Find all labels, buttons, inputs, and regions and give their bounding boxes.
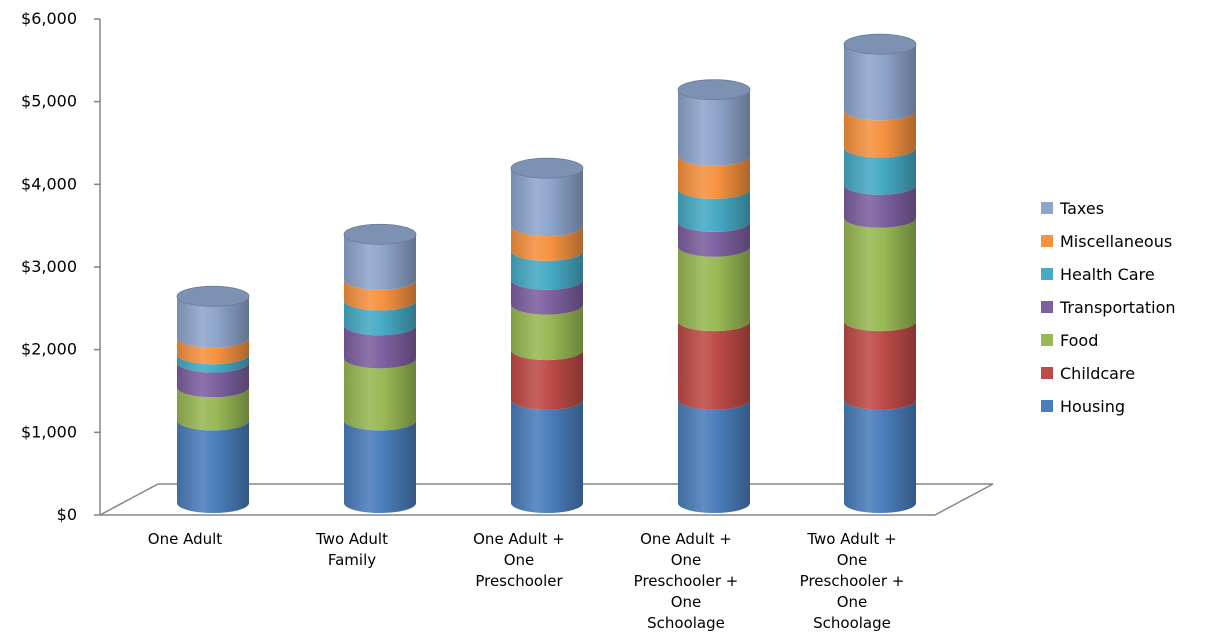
bar-segment-transportation bbox=[511, 279, 583, 315]
bar-segment-food bbox=[344, 358, 416, 431]
legend-label: Miscellaneous bbox=[1060, 232, 1172, 251]
y-tick-label: $6,000 bbox=[21, 9, 77, 28]
y-tick-label: $1,000 bbox=[21, 422, 77, 441]
legend-label: Transportation bbox=[1059, 298, 1176, 317]
bar-stack bbox=[677, 79, 751, 513]
legend-item-taxes: Taxes bbox=[1041, 199, 1104, 218]
bar-segment-food bbox=[511, 304, 583, 361]
bar-stack bbox=[176, 285, 250, 513]
y-tick-label: $4,000 bbox=[21, 174, 77, 193]
legend-swatch bbox=[1041, 268, 1053, 280]
category-label: One Adult + One Preschooler bbox=[473, 530, 565, 590]
bar-segment-housing bbox=[177, 420, 249, 513]
legend-swatch bbox=[1041, 235, 1053, 247]
bar-segment-transportation bbox=[344, 325, 416, 369]
bar-segment-food bbox=[177, 387, 249, 431]
bar-segment-health-care bbox=[344, 300, 416, 336]
legend-label: Health Care bbox=[1060, 265, 1155, 284]
bar-segment-childcare bbox=[844, 321, 916, 410]
bar-segment-housing bbox=[344, 420, 416, 513]
bars-layer bbox=[176, 33, 917, 513]
category-label: One Adult bbox=[148, 530, 223, 548]
legend-label: Childcare bbox=[1060, 364, 1135, 383]
bar-segment-miscellaneous bbox=[844, 110, 916, 158]
bar-stack bbox=[843, 33, 917, 513]
bar-top-cap bbox=[510, 157, 584, 179]
bar-segment-health-care bbox=[678, 188, 750, 232]
y-tick-label: $5,000 bbox=[21, 92, 77, 111]
bar-segment-health-care bbox=[844, 147, 916, 195]
floor-plane bbox=[99, 483, 994, 516]
bar-segment-miscellaneous bbox=[511, 226, 583, 261]
bar-segment-miscellaneous bbox=[344, 279, 416, 311]
bar-segment-transportation bbox=[678, 221, 750, 257]
bar-segment-food bbox=[678, 246, 750, 332]
bar-segment-childcare bbox=[511, 350, 583, 410]
category-label: Two Adult + One Preschooler + One Schoolage bbox=[800, 530, 905, 632]
legend: Taxes Miscellaneous Health Care Transportat… bbox=[1041, 199, 1176, 416]
bar-segment-taxes bbox=[177, 296, 249, 348]
legend-swatch bbox=[1041, 202, 1053, 214]
bar-segment-taxes bbox=[844, 44, 916, 121]
bar-segment-housing bbox=[844, 399, 916, 513]
legend-swatch bbox=[1041, 400, 1053, 412]
bar-segment-food bbox=[844, 217, 916, 332]
bar-top-cap bbox=[176, 285, 250, 307]
bar-segment-health-care bbox=[511, 250, 583, 290]
bar-segment-health-care bbox=[177, 354, 249, 373]
legend-swatch bbox=[1041, 367, 1053, 379]
legend-label: Taxes bbox=[1059, 199, 1104, 218]
legend-label: Housing bbox=[1060, 397, 1125, 416]
legend-label: Food bbox=[1060, 331, 1098, 350]
bar-segment-transportation bbox=[844, 184, 916, 228]
bar-stack bbox=[343, 223, 417, 513]
legend-item-childcare: Childcare bbox=[1041, 364, 1135, 383]
bar-segment-taxes bbox=[678, 89, 750, 166]
bar-top-cap bbox=[677, 79, 751, 101]
category-labels: One Adult Two Adult Family One Adult + One Pr… bbox=[148, 530, 905, 632]
bar-segment-taxes bbox=[511, 168, 583, 237]
y-tick-label: $0 bbox=[57, 505, 77, 524]
bar-top-cap bbox=[343, 223, 417, 245]
axis-layer: $0 $1,000 $2,000 $3,000 $4,000 $5,000 $6,000 bbox=[21, 9, 994, 524]
y-tick-label: $2,000 bbox=[21, 340, 77, 359]
bar-segment-childcare bbox=[678, 321, 750, 410]
y-tick-label: $3,000 bbox=[21, 257, 77, 276]
bar-segment-miscellaneous bbox=[177, 337, 249, 365]
bar-segment-transportation bbox=[177, 362, 249, 398]
legend-item-transportation: Transportation bbox=[1041, 298, 1176, 317]
category-label: Two Adult Family bbox=[315, 530, 388, 569]
legend-item-housing: Housing bbox=[1041, 397, 1125, 416]
bar-stack bbox=[510, 157, 584, 513]
bar-top-cap bbox=[843, 33, 917, 55]
bar-segment-housing bbox=[511, 399, 583, 513]
legend-swatch bbox=[1041, 334, 1053, 346]
legend-item-food: Food bbox=[1041, 331, 1098, 350]
bar-segment-taxes bbox=[344, 234, 416, 290]
bar-segment-housing bbox=[678, 399, 750, 513]
legend-swatch bbox=[1041, 301, 1053, 313]
bar-segment-miscellaneous bbox=[678, 155, 750, 199]
legend-item-health-care: Health Care bbox=[1041, 265, 1155, 284]
category-label: One Adult + One Preschooler + One Schoolage bbox=[634, 530, 739, 632]
legend-item-miscellaneous: Miscellaneous bbox=[1041, 232, 1172, 251]
